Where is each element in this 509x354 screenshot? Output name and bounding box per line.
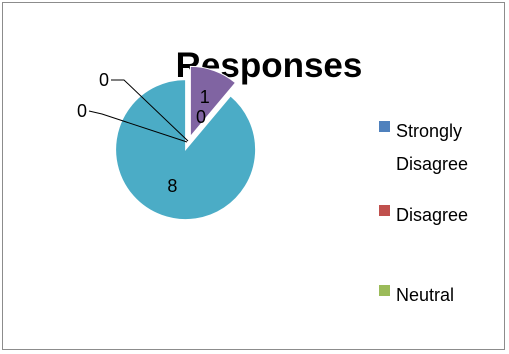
pie-chart: Responses 00 018 StronglyDisagreeDisagree… xyxy=(3,3,506,351)
slice-data-label: 8 xyxy=(167,176,177,196)
legend-label: Strongly xyxy=(396,121,462,141)
legend-label: Neutral xyxy=(396,285,454,305)
slice-data-label: 0 xyxy=(77,101,87,121)
legend-swatch xyxy=(379,121,390,132)
legend-swatch xyxy=(379,205,390,216)
slice-data-label: 1 xyxy=(200,87,210,107)
legend: Strongly Disagree Disagree Neutral xyxy=(379,121,468,305)
slice-data-label: 0 xyxy=(196,107,206,127)
legend-label: Disagree xyxy=(396,154,468,174)
slice-data-label: 0 xyxy=(99,70,109,90)
legend-swatch xyxy=(379,285,390,296)
pie-slice xyxy=(116,80,256,220)
pie-slices xyxy=(116,66,256,219)
legend-label: Disagree xyxy=(396,205,468,225)
